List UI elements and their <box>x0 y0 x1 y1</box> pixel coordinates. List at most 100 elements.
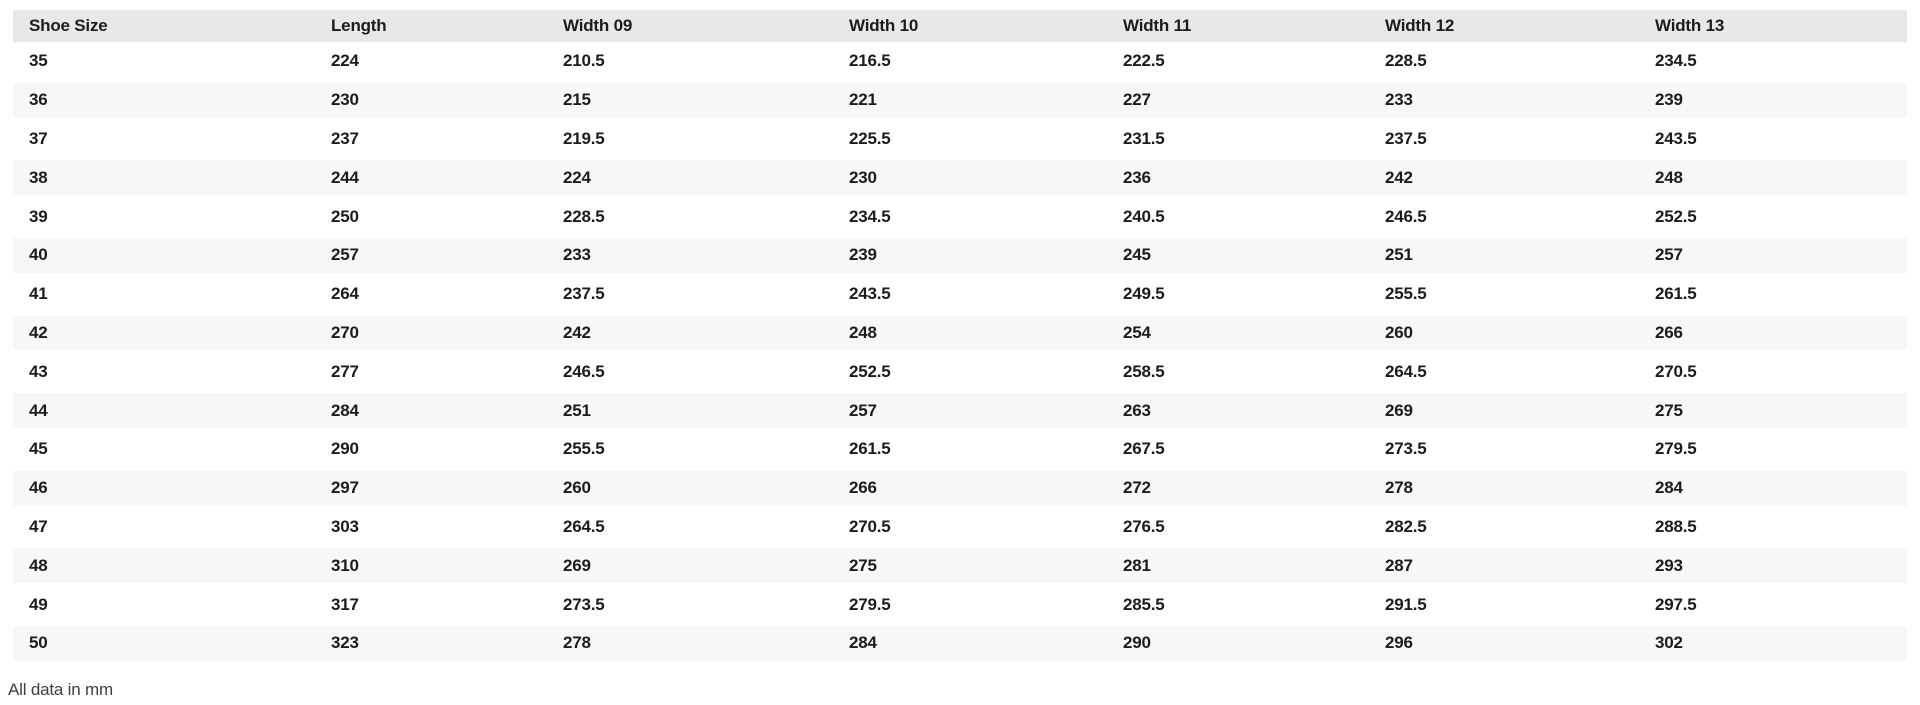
table-cell: 234.5 <box>1655 51 1697 71</box>
table-cell: 284 <box>1655 478 1683 498</box>
table-cell: 287 <box>1385 555 1413 575</box>
table-cell: 210.5 <box>563 51 605 71</box>
table-cell: 248 <box>849 322 877 342</box>
table-cell: 255.5 <box>563 439 605 459</box>
table-cell: 278 <box>563 633 591 653</box>
table-cell: 237.5 <box>563 284 605 304</box>
table-cell: 219.5 <box>563 128 605 148</box>
table-cell: 293 <box>1655 555 1683 575</box>
table-cell: 35 <box>29 51 48 71</box>
table-cell: 42 <box>29 322 48 342</box>
table-cell: 284 <box>331 400 359 420</box>
table-cell: 45 <box>29 439 48 459</box>
table-cell: 255.5 <box>1385 284 1427 304</box>
table-cell: 266 <box>1655 322 1683 342</box>
table-row: 39 250 228.5 234.5 240.5 246.5 252.5 <box>13 197 1907 236</box>
column-header: Width 12 <box>1385 16 1455 35</box>
table-cell: 36 <box>29 90 48 110</box>
table-row: 46 297 260 266 272 278 284 <box>13 468 1907 508</box>
table-cell: 272 <box>1123 478 1151 498</box>
table-cell: 278 <box>1385 478 1413 498</box>
table-cell: 216.5 <box>849 51 891 71</box>
column-header: Width 13 <box>1655 16 1725 35</box>
table-cell: 237 <box>331 128 359 148</box>
table-cell: 224 <box>331 51 359 71</box>
table-cell: 244 <box>331 167 359 187</box>
table-cell: 267.5 <box>1123 439 1165 459</box>
table-cell: 251 <box>563 400 591 420</box>
table-row: 49 317 273.5 279.5 285.5 291.5 297.5 <box>13 585 1907 624</box>
table-cell: 221 <box>849 90 877 110</box>
table-cell: 38 <box>29 167 48 187</box>
table-cell: 47 <box>29 516 48 536</box>
table-cell: 284 <box>849 633 877 653</box>
table-cell: 233 <box>563 245 591 265</box>
table-cell: 279.5 <box>1655 439 1697 459</box>
table-cell: 296 <box>1385 633 1413 653</box>
table-cell: 291.5 <box>1385 594 1427 614</box>
table-cell: 270.5 <box>849 516 891 536</box>
table-row: 36 230 215 221 227 233 239 <box>13 80 1907 120</box>
table-cell: 230 <box>331 90 359 110</box>
table-cell: 246.5 <box>563 361 605 381</box>
table-cell: 269 <box>563 555 591 575</box>
table-cell: 222.5 <box>1123 51 1165 71</box>
table-cell: 290 <box>1123 633 1151 653</box>
table-cell: 246.5 <box>1385 206 1427 226</box>
table-cell: 279.5 <box>849 594 891 614</box>
table-cell: 230 <box>849 167 877 187</box>
table-cell: 234.5 <box>849 206 891 226</box>
table-row: 47 303 264.5 270.5 276.5 282.5 288.5 <box>13 507 1907 547</box>
table-cell: 49 <box>29 594 48 614</box>
table-cell: 260 <box>1385 322 1413 342</box>
table-cell: 323 <box>331 633 359 653</box>
table-cell: 275 <box>1655 400 1683 420</box>
table-cell: 40 <box>29 245 48 265</box>
table-cell: 50 <box>29 633 48 653</box>
table-cell: 273.5 <box>1385 439 1427 459</box>
table-cell: 243.5 <box>1655 128 1697 148</box>
column-header: Length <box>331 16 387 35</box>
table-cell: 261.5 <box>849 439 891 459</box>
table-row: 38 244 224 230 236 242 248 <box>13 158 1907 198</box>
table-cell: 290 <box>331 439 359 459</box>
table-cell: 302 <box>1655 633 1683 653</box>
table-cell: 264.5 <box>1385 361 1427 381</box>
table-cell: 261.5 <box>1655 284 1697 304</box>
table-cell: 273.5 <box>563 594 605 614</box>
table-cell: 257 <box>331 245 359 265</box>
table-cell: 228.5 <box>1385 51 1427 71</box>
table-cell: 270 <box>331 322 359 342</box>
table-cell: 266 <box>849 478 877 498</box>
table-row: 50 323 278 284 290 296 302 <box>13 623 1907 663</box>
table-cell: 260 <box>563 478 591 498</box>
table-cell: 41 <box>29 284 48 304</box>
table-cell: 310 <box>331 555 359 575</box>
table-cell: 248 <box>1655 167 1683 187</box>
table-cell: 264.5 <box>563 516 605 536</box>
table-cell: 233 <box>1385 90 1413 110</box>
table-cell: 269 <box>1385 400 1413 420</box>
table-cell: 297.5 <box>1655 594 1697 614</box>
size-chart-body: 35 224 210.5 216.5 222.5 228.5 234.5 36 230 215 22… <box>13 42 1907 663</box>
table-row: 48 310 269 275 281 287 293 <box>13 546 1907 586</box>
table-row: 35 224 210.5 216.5 222.5 228.5 234.5 <box>13 42 1907 81</box>
table-cell: 239 <box>1655 90 1683 110</box>
table-cell: 237.5 <box>1385 128 1427 148</box>
table-cell: 275 <box>849 555 877 575</box>
table-cell: 231.5 <box>1123 128 1165 148</box>
table-cell: 46 <box>29 478 48 498</box>
column-header: Width 11 <box>1123 16 1192 35</box>
table-cell: 242 <box>1385 167 1413 187</box>
column-header: Width 09 <box>563 16 633 35</box>
table-cell: 250 <box>331 206 359 226</box>
column-header: Width 10 <box>849 16 919 35</box>
table-cell: 317 <box>331 594 359 614</box>
table-cell: 282.5 <box>1385 516 1427 536</box>
table-cell: 276.5 <box>1123 516 1165 536</box>
size-chart-header-row: Shoe Size Length Width 09 Width 10 Width 11 W… <box>13 10 1907 42</box>
table-cell: 225.5 <box>849 128 891 148</box>
table-cell: 258.5 <box>1123 361 1165 381</box>
table-row: 37 237 219.5 225.5 231.5 237.5 243.5 <box>13 119 1907 159</box>
table-cell: 228.5 <box>563 206 605 226</box>
